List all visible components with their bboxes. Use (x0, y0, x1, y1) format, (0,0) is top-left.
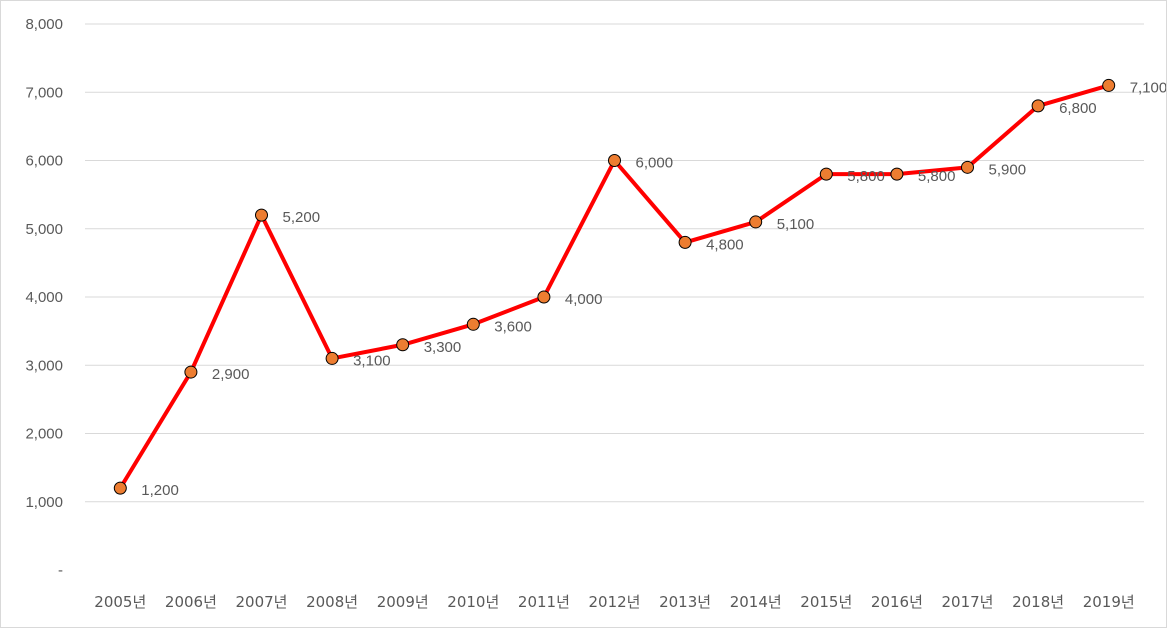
x-category-label: 2012년 (589, 593, 641, 611)
data-labels: 1,200 2,900 5,200 3,100 3,300 3,600 4,000 6,000… (141, 79, 1166, 499)
data-point (819, 167, 833, 181)
y-tick-label: - (58, 562, 63, 579)
data-label: 2,900 (212, 366, 250, 383)
data-label: 5,800 (918, 168, 956, 185)
data-point (537, 290, 551, 304)
x-category-label: 2009년 (377, 593, 429, 611)
data-point (396, 338, 410, 352)
data-point (1031, 99, 1045, 113)
data-point (678, 235, 692, 249)
data-point (466, 317, 480, 331)
data-label: 3,600 (494, 318, 532, 335)
x-category-label: 2017년 (942, 593, 994, 611)
series-markers (113, 78, 1116, 495)
x-category-label: 2006년 (165, 593, 217, 611)
series-line (118, 83, 1111, 491)
data-label: 5,200 (283, 209, 321, 226)
data-label: 7,100 (1130, 79, 1166, 96)
data-point (325, 351, 339, 365)
data-point (961, 160, 974, 174)
data-point (184, 365, 198, 379)
x-axis-category-labels: 2005년 2006년 2007년 2008년 2009년 2010년 2011년 2012년… (94, 593, 1134, 611)
data-label: 5,100 (777, 216, 815, 233)
x-category-label: 2008년 (306, 593, 358, 611)
data-label: 6,800 (1059, 100, 1097, 117)
y-tick-label: 3,000 (25, 357, 63, 374)
x-category-label: 2018년 (1012, 593, 1064, 611)
data-point (749, 215, 763, 229)
data-label: 5,900 (989, 161, 1027, 178)
x-category-label: 2016년 (871, 593, 923, 611)
data-label: 3,100 (353, 352, 391, 369)
y-axis-tick-labels: - 1,000 2,000 3,000 4,000 5,000 6,000 7,000 8,00… (25, 16, 63, 579)
data-point (113, 481, 127, 495)
y-tick-label: 2,000 (25, 426, 63, 443)
y-tick-label: 5,000 (25, 221, 63, 238)
data-point (890, 167, 904, 181)
x-category-label: 2014년 (730, 593, 782, 611)
gridlines (85, 23, 1144, 503)
data-label: 5,800 (847, 168, 885, 185)
y-tick-label: 7,000 (25, 84, 63, 101)
x-category-label: 2011년 (518, 593, 570, 611)
y-tick-label: 1,000 (25, 494, 63, 511)
data-label: 4,800 (706, 236, 744, 253)
data-point (255, 208, 268, 222)
data-point (1102, 78, 1116, 92)
x-category-label: 2013년 (659, 593, 711, 611)
y-tick-label: 8,000 (25, 16, 63, 33)
y-tick-label: 6,000 (25, 153, 63, 170)
x-category-label: 2015년 (800, 593, 852, 611)
x-category-label: 2007년 (236, 593, 288, 611)
data-label: 3,300 (424, 339, 462, 356)
x-category-label: 2010년 (447, 593, 499, 611)
series-line-layer (118, 83, 1111, 491)
data-label: 4,000 (565, 291, 603, 308)
x-category-label: 2005년 (94, 593, 146, 611)
x-category-label: 2019년 (1083, 593, 1135, 611)
y-tick-label: 4,000 (25, 289, 63, 306)
data-point (608, 154, 621, 167)
data-label: 1,200 (141, 482, 179, 499)
data-label: 6,000 (636, 155, 674, 172)
